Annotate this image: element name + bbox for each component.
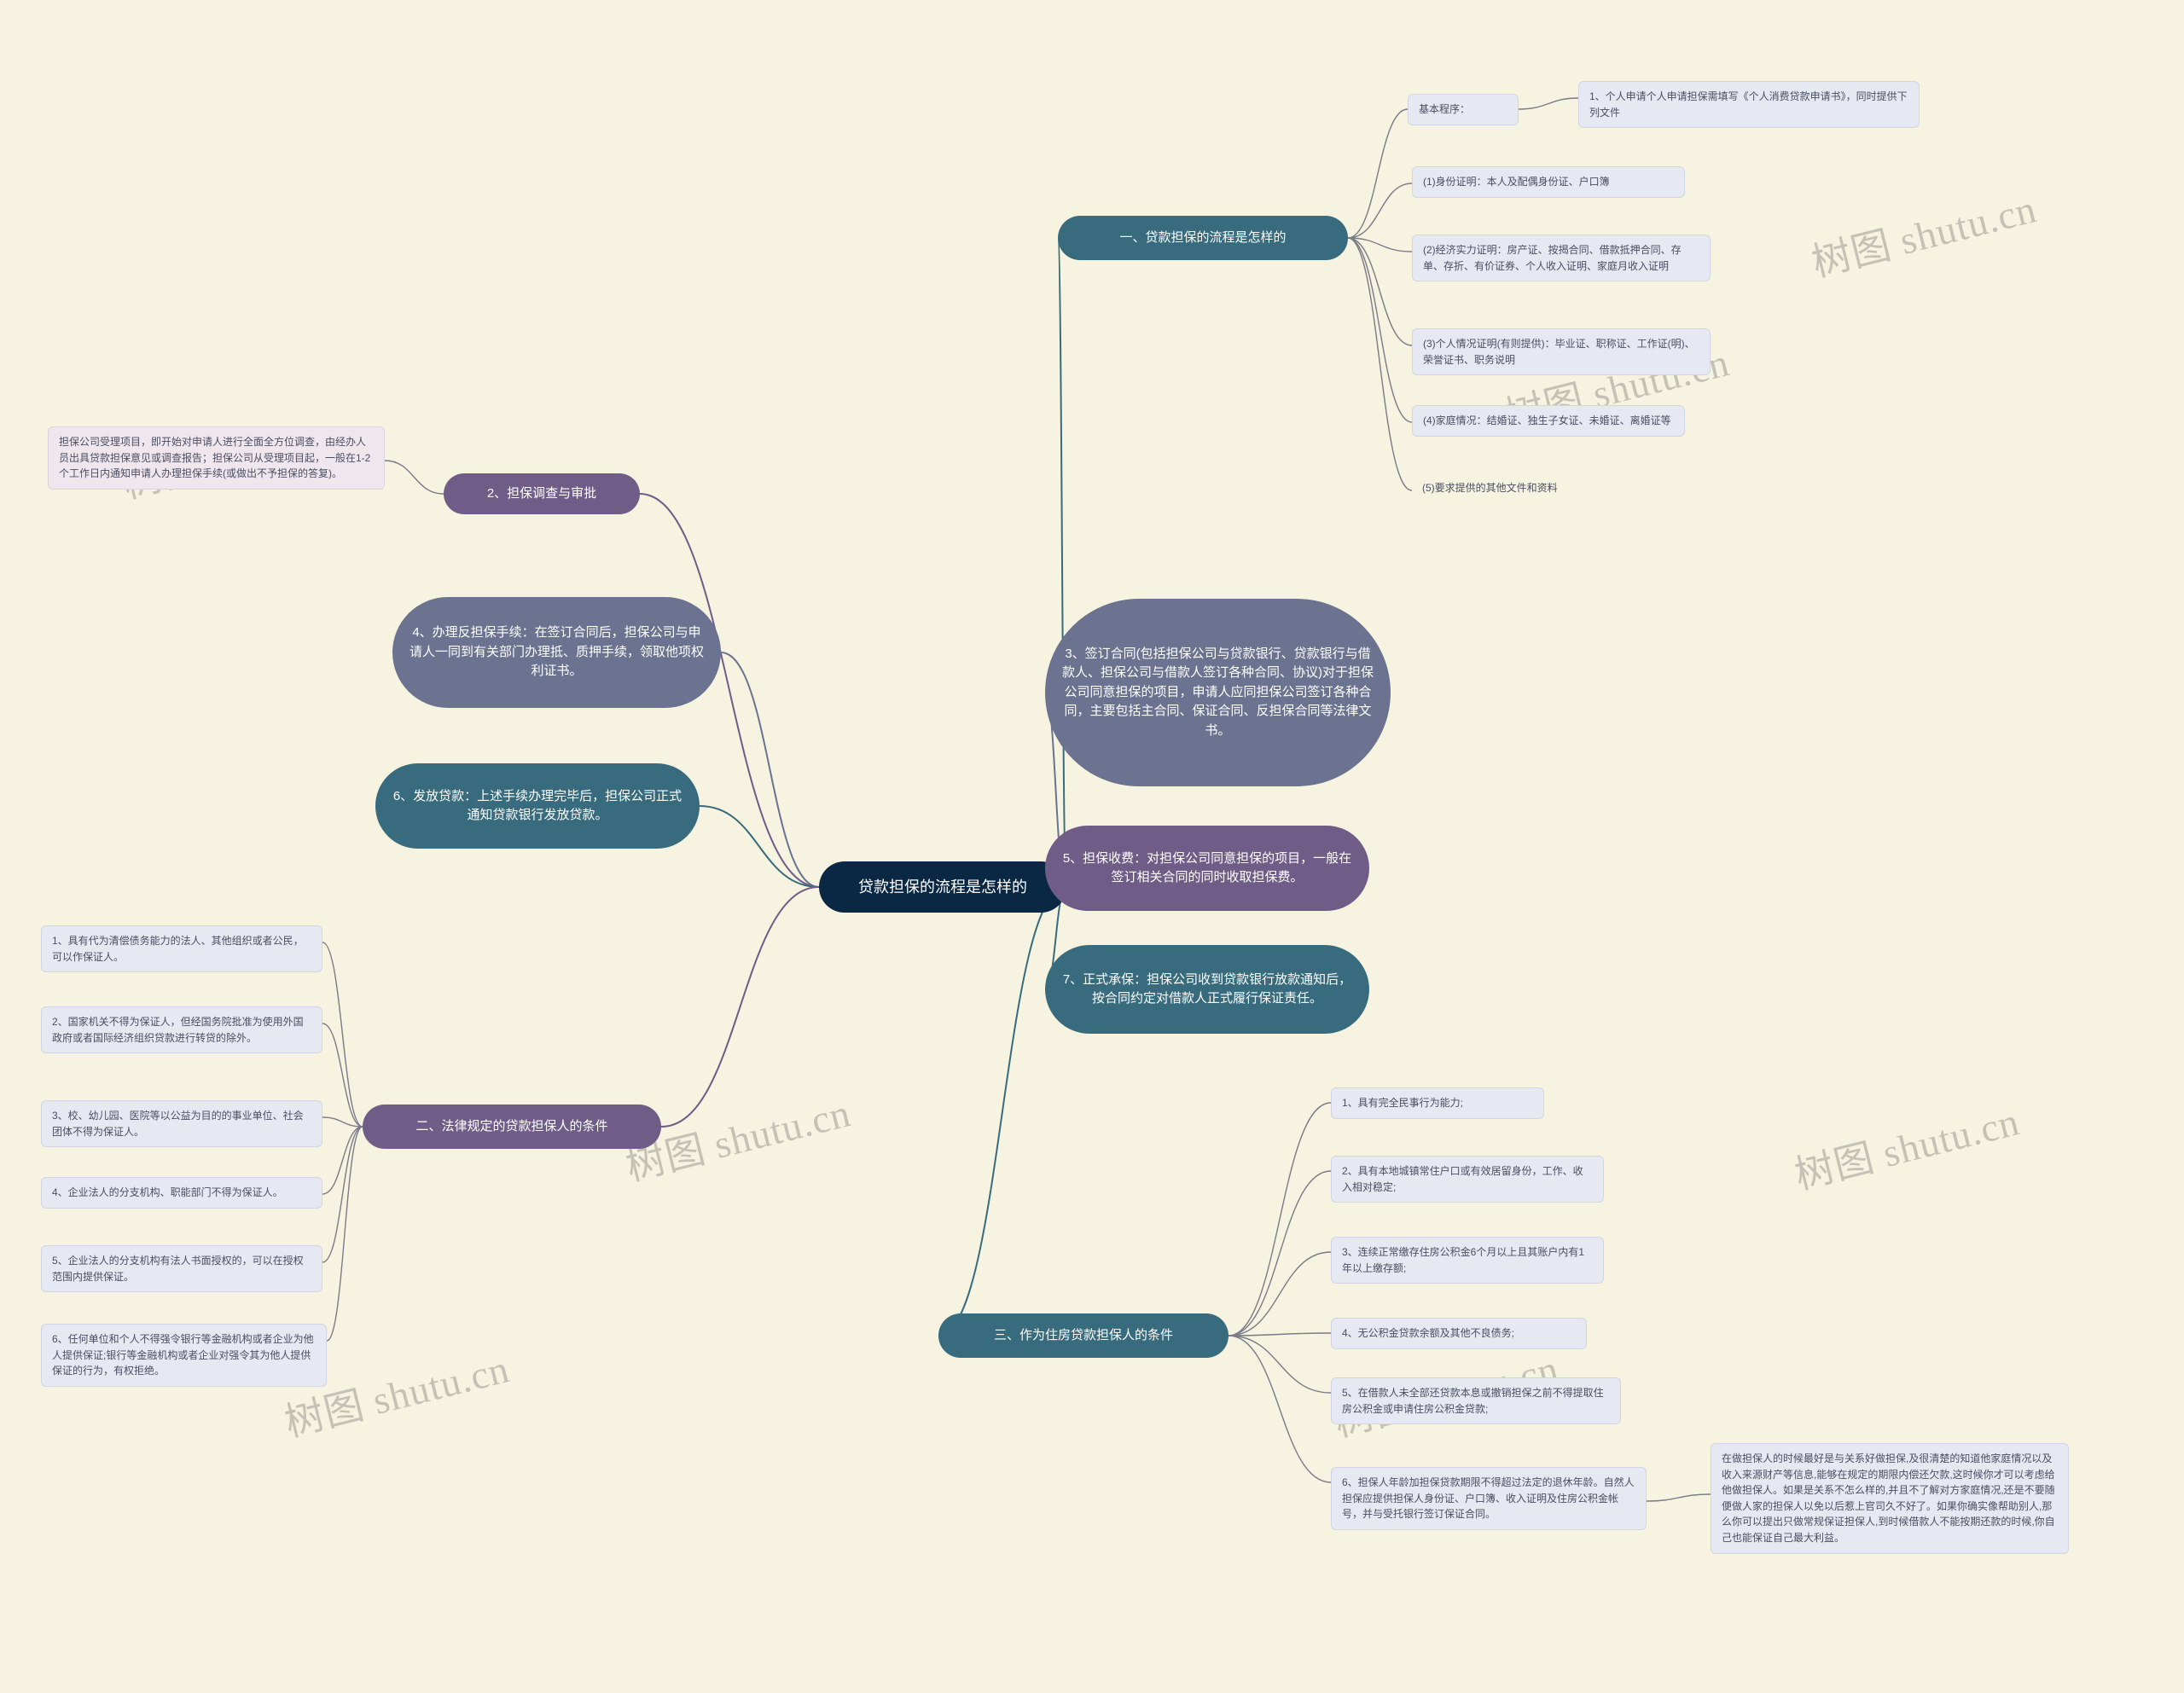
branch-section-2-leaf-1: 2、国家机关不得为保证人，但经国务院批准为使用外国政府或者国际经济组织贷款进行转… [41, 1006, 322, 1053]
branch-1-leaf-2: (1)身份证明：本人及配偶身份证、户口簿 [1412, 166, 1685, 198]
mindmap-canvas: 树图 shutu.cn树图 shutu.cn树图 shutu.cn树图 shut… [0, 0, 2184, 1693]
branch-section-3-leaf-6: 在做担保人的时候最好是与关系好做担保,及很清楚的知道他家庭情况以及收入来源财产等… [1711, 1443, 2069, 1554]
branch-5[interactable]: 5、担保收费：对担保公司同意担保的项目，一般在签订相关合同的同时收取担保费。 [1045, 826, 1369, 911]
branch-section-2-leaf-4: 5、企业法人的分支机构有法人书面授权的，可以在授权范围内提供保证。 [41, 1245, 322, 1292]
branch-1-leaf-0: 基本程序： [1408, 94, 1519, 125]
branch-1-leaf-1: 1、个人申请个人申请担保需填写《个人消费贷款申请书》，同时提供下列文件 [1578, 81, 1920, 128]
branch-section-3[interactable]: 三、作为住房贷款担保人的条件 [938, 1313, 1228, 1358]
branch-section-2-leaf-5: 6、任何单位和个人不得强令银行等金融机构或者企业为他人提供保证;银行等金融机构或… [41, 1324, 327, 1387]
branch-section-2-leaf-3: 4、企业法人的分支机构、职能部门不得为保证人。 [41, 1177, 322, 1209]
branch-section-2-leaf-0: 1、具有代为清偿债务能力的法人、其他组织或者公民，可以作保证人。 [41, 925, 322, 972]
branch-section-2[interactable]: 二、法律规定的贷款担保人的条件 [363, 1105, 661, 1149]
branch-2-leaf-0: 担保公司受理项目，即开始对申请人进行全面全方位调查，由经办人员出具贷款担保意见或… [48, 426, 385, 490]
branch-1-leaf-4: (3)个人情况证明(有则提供)：毕业证、职称证、工作证(明)、荣誉证书、职务说明 [1412, 328, 1711, 375]
branch-1-leaf-5: (4)家庭情况：结婚证、独生子女证、未婚证、离婚证等 [1412, 405, 1685, 437]
branch-section-3-leaf-5: 6、担保人年龄加担保贷款期限不得超过法定的退休年龄。自然人担保应提供担保人身份证… [1331, 1467, 1647, 1530]
branch-7[interactable]: 7、正式承保：担保公司收到贷款银行放款通知后，按合同约定对借款人正式履行保证责任… [1045, 945, 1369, 1034]
branch-section-3-leaf-1: 2、具有本地城镇常住户口或有效居留身份，工作、收入相对稳定; [1331, 1156, 1604, 1203]
branch-2[interactable]: 2、担保调查与审批 [444, 473, 640, 514]
branch-1-leaf-6: (5)要求提供的其他文件和资料 [1412, 473, 1634, 503]
branch-section-3-leaf-4: 5、在借款人未全部还贷款本息或撤销担保之前不得提取住房公积金或申请住房公积金贷款… [1331, 1377, 1621, 1424]
watermark: 树图 shutu.cn [1805, 177, 2042, 287]
watermark: 树图 shutu.cn [1788, 1090, 2024, 1200]
branch-1[interactable]: 一、贷款担保的流程是怎样的 [1058, 216, 1348, 260]
branch-section-3-leaf-2: 3、连续正常缴存住房公积金6个月以上且其账户内有1年以上缴存额; [1331, 1237, 1604, 1284]
branch-3[interactable]: 3、签订合同(包括担保公司与贷款银行、贷款银行与借款人、担保公司与借款人签订各种… [1045, 599, 1391, 786]
branch-section-3-leaf-0: 1、具有完全民事行为能力; [1331, 1087, 1544, 1119]
branch-section-2-leaf-2: 3、校、幼儿园、医院等以公益为目的的事业单位、社会团体不得为保证人。 [41, 1100, 322, 1147]
branch-6[interactable]: 6、发放贷款：上述手续办理完毕后，担保公司正式通知贷款银行发放贷款。 [375, 763, 700, 849]
center-topic[interactable]: 贷款担保的流程是怎样的 [819, 861, 1066, 913]
branch-1-leaf-3: (2)经济实力证明：房产证、按揭合同、借款抵押合同、存单、存折、有价证券、个人收… [1412, 235, 1711, 281]
branch-4[interactable]: 4、办理反担保手续：在签订合同后，担保公司与申请人一同到有关部门办理抵、质押手续… [392, 597, 721, 708]
branch-section-3-leaf-3: 4、无公积金贷款余额及其他不良债务; [1331, 1318, 1587, 1349]
